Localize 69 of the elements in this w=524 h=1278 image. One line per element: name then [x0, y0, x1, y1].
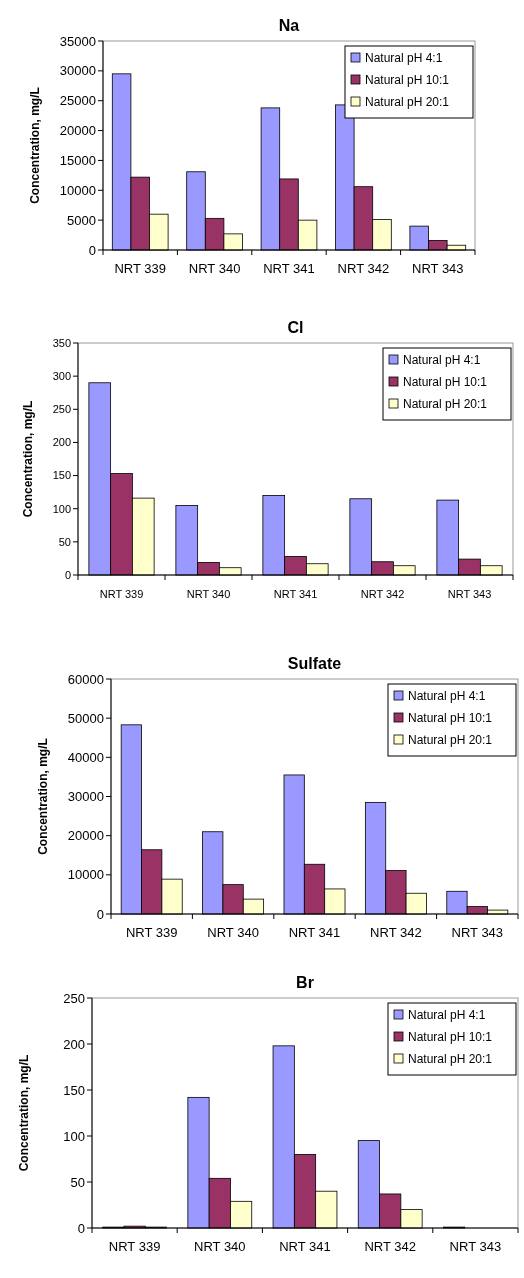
y-tick-label: 15000: [59, 152, 96, 168]
x-tick-label: NRT 340: [186, 588, 231, 600]
x-tick-label: NRT 341: [279, 1239, 331, 1254]
chart-title: Cl: [287, 319, 304, 336]
x-tick-label: NRT 341: [263, 261, 315, 276]
y-tick-label: 10000: [59, 182, 96, 198]
x-tick-label: NRT 343: [447, 588, 492, 600]
x-tick-label: NRT 343: [451, 925, 504, 940]
y-tick-label: 20000: [67, 828, 104, 844]
x-tick-label: NRT 340: [188, 261, 241, 276]
legend-label: Natural pH 20:1: [365, 95, 450, 110]
x-tick-label: NRT 341: [288, 925, 341, 940]
x-tick-label: NRT 342: [337, 261, 390, 276]
y-tick-label: 50: [70, 1174, 85, 1190]
x-tick-label: NRT 343: [412, 261, 464, 276]
y-tick-label: 60000: [67, 671, 104, 687]
y-tick-label: 100: [63, 1128, 85, 1144]
chart-title: Br: [296, 974, 314, 991]
y-tick-label: 0: [88, 242, 96, 258]
x-tick-label: NRT 341: [273, 588, 318, 600]
y-tick-label: 100: [52, 502, 71, 515]
legend-label: Natural pH 4:1: [403, 353, 481, 368]
y-tick-label: 20000: [59, 123, 96, 139]
y-tick-label: 30000: [67, 789, 104, 805]
legend-label: Natural pH 10:1: [365, 73, 450, 88]
x-tick-label: NRT 339: [99, 588, 144, 600]
x-tick-label: NRT 343: [449, 1239, 502, 1254]
y-axis-title: Concentration, mg/L: [21, 400, 35, 518]
legend-label: Natural pH 10:1: [408, 711, 493, 726]
y-tick-label: 150: [63, 1082, 85, 1098]
y-tick-label: 0: [64, 568, 71, 581]
y-tick-label: 10000: [67, 867, 104, 883]
x-tick-label: NRT 339: [125, 925, 178, 940]
y-tick-label: 35000: [59, 33, 96, 49]
y-tick-label: 250: [63, 990, 85, 1006]
y-tick-label: 50: [58, 535, 71, 548]
y-axis-title: Concentration, mg/L: [28, 87, 42, 204]
chart-title: Na: [278, 17, 300, 34]
x-tick-label: NRT 342: [360, 588, 405, 600]
legend-label: Natural pH 4:1: [408, 689, 486, 704]
x-tick-label: NRT 340: [207, 925, 259, 940]
x-tick-label: NRT 342: [364, 1239, 416, 1254]
y-tick-label: 50000: [67, 710, 104, 726]
legend-label: Natural pH 4:1: [365, 51, 443, 66]
x-tick-label: NRT 340: [194, 1239, 246, 1254]
y-axis-title: Concentration, mg/L: [17, 1054, 31, 1172]
y-axis-title: Concentration, mg/L: [36, 738, 50, 855]
legend-label: Natural pH 10:1: [408, 1030, 493, 1045]
y-tick-label: 200: [63, 1036, 85, 1052]
x-tick-label: NRT 339: [114, 261, 166, 276]
y-tick-label: 300: [52, 369, 71, 382]
legend-label: Natural pH 4:1: [408, 1008, 486, 1023]
chart-title: Sulfate: [287, 655, 342, 672]
legend-label: Natural pH 10:1: [403, 375, 488, 390]
x-tick-label: NRT 342: [370, 925, 422, 940]
legend-label: Natural pH 20:1: [403, 397, 488, 412]
y-tick-label: 0: [77, 1220, 85, 1236]
y-tick-label: 5000: [67, 212, 96, 228]
y-tick-label: 30000: [59, 63, 96, 79]
y-tick-label: 150: [52, 469, 71, 482]
legend-label: Natural pH 20:1: [408, 733, 493, 748]
y-tick-label: 0: [96, 906, 104, 922]
y-tick-label: 250: [52, 403, 71, 416]
y-tick-label: 350: [52, 336, 71, 349]
y-tick-label: 40000: [67, 749, 104, 765]
y-tick-label: 200: [52, 436, 71, 449]
legend-label: Natural pH 20:1: [408, 1052, 493, 1067]
y-tick-label: 25000: [59, 93, 96, 109]
x-tick-label: NRT 339: [108, 1239, 161, 1254]
